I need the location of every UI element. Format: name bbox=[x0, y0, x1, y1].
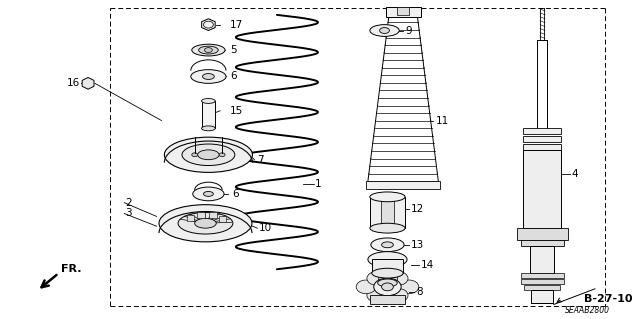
Ellipse shape bbox=[380, 27, 389, 33]
Polygon shape bbox=[82, 78, 94, 89]
Text: 12: 12 bbox=[411, 204, 424, 214]
Text: 16: 16 bbox=[67, 78, 80, 88]
Text: SEAAB2800: SEAAB2800 bbox=[564, 306, 609, 315]
Ellipse shape bbox=[370, 192, 405, 202]
Ellipse shape bbox=[381, 242, 394, 248]
Ellipse shape bbox=[164, 137, 252, 172]
Ellipse shape bbox=[195, 219, 216, 228]
Text: 6: 6 bbox=[230, 71, 237, 81]
Ellipse shape bbox=[202, 99, 215, 103]
Ellipse shape bbox=[368, 252, 407, 267]
Bar bbox=[397, 7, 409, 15]
Bar bbox=[372, 259, 403, 273]
Text: 5: 5 bbox=[230, 45, 237, 55]
Ellipse shape bbox=[192, 44, 225, 56]
Text: 13: 13 bbox=[411, 240, 424, 250]
Ellipse shape bbox=[378, 279, 397, 287]
Ellipse shape bbox=[374, 278, 401, 296]
Ellipse shape bbox=[367, 271, 387, 285]
Ellipse shape bbox=[178, 212, 233, 234]
Ellipse shape bbox=[399, 280, 419, 294]
Ellipse shape bbox=[202, 74, 214, 79]
Ellipse shape bbox=[182, 144, 235, 166]
Bar bbox=[202, 101, 215, 128]
Bar bbox=[531, 290, 553, 303]
Text: 8: 8 bbox=[416, 287, 422, 297]
Bar bbox=[524, 128, 561, 134]
Bar bbox=[524, 285, 559, 290]
Text: 7: 7 bbox=[257, 155, 264, 165]
Ellipse shape bbox=[192, 153, 198, 157]
Bar bbox=[520, 273, 564, 278]
Text: FR.: FR. bbox=[61, 264, 81, 274]
Bar bbox=[524, 150, 561, 228]
Ellipse shape bbox=[193, 187, 224, 201]
Bar bbox=[370, 197, 405, 228]
Ellipse shape bbox=[204, 21, 213, 28]
Bar bbox=[187, 215, 195, 220]
Ellipse shape bbox=[370, 25, 399, 36]
Ellipse shape bbox=[372, 268, 403, 278]
Ellipse shape bbox=[191, 70, 226, 83]
Text: 3: 3 bbox=[125, 209, 132, 219]
Text: 14: 14 bbox=[420, 260, 434, 270]
Ellipse shape bbox=[198, 150, 219, 160]
Bar bbox=[385, 7, 420, 17]
Text: 17: 17 bbox=[230, 20, 243, 30]
Text: 2: 2 bbox=[125, 198, 132, 208]
Bar bbox=[218, 216, 227, 222]
Text: 11: 11 bbox=[435, 115, 449, 125]
Ellipse shape bbox=[219, 153, 225, 157]
Bar bbox=[520, 240, 564, 246]
Ellipse shape bbox=[198, 46, 218, 54]
Bar bbox=[378, 273, 397, 283]
Text: 1: 1 bbox=[315, 179, 322, 189]
Ellipse shape bbox=[367, 288, 387, 302]
Ellipse shape bbox=[388, 288, 408, 302]
Ellipse shape bbox=[371, 238, 404, 252]
Bar bbox=[381, 197, 394, 228]
Ellipse shape bbox=[356, 280, 376, 294]
Bar bbox=[520, 279, 564, 284]
Bar bbox=[197, 212, 205, 218]
Bar bbox=[516, 228, 568, 240]
Ellipse shape bbox=[205, 48, 212, 53]
Bar bbox=[524, 136, 561, 142]
Ellipse shape bbox=[388, 271, 408, 285]
Bar bbox=[531, 246, 554, 273]
Ellipse shape bbox=[381, 283, 394, 291]
Bar bbox=[370, 295, 405, 304]
Text: 10: 10 bbox=[259, 223, 273, 233]
Text: B-27-10: B-27-10 bbox=[584, 293, 632, 304]
Bar bbox=[209, 212, 217, 218]
Text: 9: 9 bbox=[405, 26, 412, 35]
Ellipse shape bbox=[370, 223, 405, 233]
Ellipse shape bbox=[159, 205, 252, 242]
Text: 4: 4 bbox=[572, 169, 578, 179]
Text: 15: 15 bbox=[230, 106, 243, 116]
Ellipse shape bbox=[204, 191, 213, 197]
Bar bbox=[524, 144, 561, 150]
Ellipse shape bbox=[202, 126, 215, 131]
Text: 6: 6 bbox=[232, 189, 239, 199]
Polygon shape bbox=[202, 19, 215, 31]
Bar bbox=[366, 181, 440, 189]
